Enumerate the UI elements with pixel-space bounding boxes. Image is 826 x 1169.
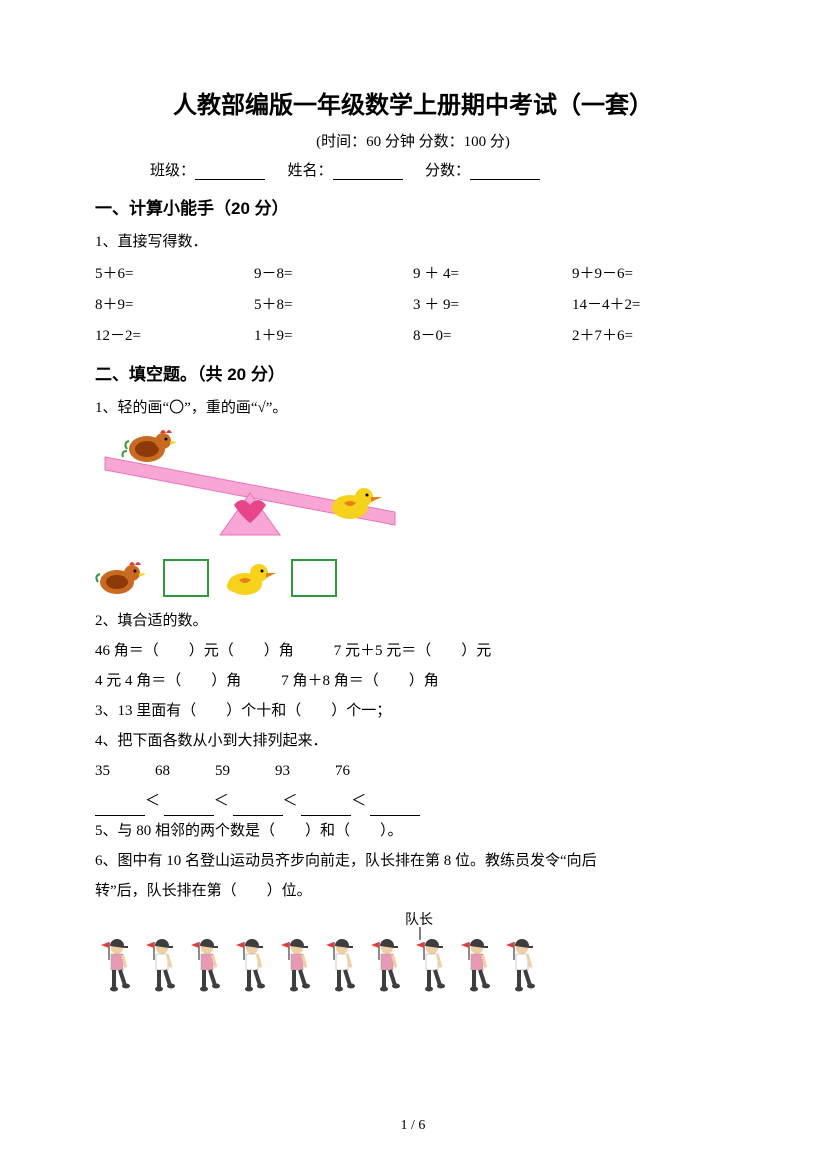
s2-q3: 3、13 里面有（ ）个十和（ ）个一； <box>95 696 731 726</box>
q2b-right: 7 角＋8 角＝（ ）角 <box>281 666 439 696</box>
lt-sign: ＜ <box>283 793 298 809</box>
s2-q2a: 46 角＝（ ）元（ ）角 7 元＋5 元＝（ ）元 <box>95 636 731 666</box>
class-blank[interactable] <box>195 163 265 181</box>
name-label: 姓名： <box>288 163 333 179</box>
hiker-icon <box>146 939 175 992</box>
s2-q5: 5、与 80 相邻的两个数是（ ）和（ ）。 <box>95 816 731 846</box>
calc-cell: 8＋9= <box>95 288 254 319</box>
meta-line: (时间：60 分钟 分数：100 分) <box>95 130 731 151</box>
hiker-icon <box>191 939 220 992</box>
s2-q4-compare: ＜ ＜ ＜ ＜ <box>95 786 731 816</box>
s1-q1-label: 1、直接写得数． <box>95 227 731 257</box>
calc-cell: 9－8= <box>254 257 413 288</box>
calc-cell: 5＋8= <box>254 288 413 319</box>
s2-q4-nums: 35 68 59 93 76 <box>95 756 731 786</box>
calc-cell: 14－4＋2= <box>572 288 731 319</box>
score-label: 分数： <box>425 163 470 179</box>
calc-cell: 1＋9= <box>254 319 413 350</box>
hiker-icon <box>506 939 535 992</box>
seesaw-illustration <box>95 427 415 552</box>
hiker-icon <box>461 939 490 992</box>
page-title: 人教部编版一年级数学上册期中考试（一套） <box>95 85 731 120</box>
section1-head: 一、计算小能手（20 分） <box>95 194 731 219</box>
hiker-icon <box>326 939 355 992</box>
calc-table: 5＋6= 9－8= 9 ＋ 4= 9＋9－6= 8＋9= 5＋8= 3 ＋ 9=… <box>95 257 731 350</box>
section2-head: 二、填空题。（共 20 分） <box>95 360 731 385</box>
table-row: 8＋9= 5＋8= 3 ＋ 9= 14－4＋2= <box>95 288 731 319</box>
page-number: 1 / 6 <box>0 1118 826 1134</box>
calc-cell: 9 ＋ 4= <box>413 257 572 288</box>
score-blank[interactable] <box>470 163 540 181</box>
table-row: 12－2= 1＋9= 8－0= 2＋7＋6= <box>95 319 731 350</box>
calc-cell: 2＋7＋6= <box>572 319 731 350</box>
info-line: 班级： 姓名： 分数： <box>150 159 731 180</box>
table-row: 5＋6= 9－8= 9 ＋ 4= 9＋9－6= <box>95 257 731 288</box>
s2-q6b: 转”后，队长排在第（ ）位。 <box>95 876 731 906</box>
answer-row <box>95 558 731 598</box>
s2-q2-label: 2、填合适的数。 <box>95 606 731 636</box>
answer-box-chicken[interactable] <box>163 559 209 597</box>
hiker-icon <box>371 939 400 992</box>
name-blank[interactable] <box>333 163 403 181</box>
hiker-icon <box>236 939 265 992</box>
cmp-blank[interactable] <box>370 799 420 817</box>
q2b-left: 4 元 4 角＝（ ）角 <box>95 666 241 696</box>
calc-cell: 9＋9－6= <box>572 257 731 288</box>
hikers-illustration: 队长 <box>95 912 565 1007</box>
duck-icon <box>223 558 277 598</box>
captain-label: 队长 <box>405 912 433 928</box>
q2a-right: 7 元＋5 元＝（ ）元 <box>334 636 492 666</box>
s2-q6a: 6、图中有 10 名登山运动员齐步向前走，队长排在第 8 位。教练员发令“向后 <box>95 846 731 876</box>
hiker-icon <box>101 939 130 992</box>
answer-box-duck[interactable] <box>291 559 337 597</box>
cmp-blank[interactable] <box>95 799 145 817</box>
chicken-icon <box>95 558 149 598</box>
s2-q4: 4、把下面各数从小到大排列起来． <box>95 726 731 756</box>
lt-sign: ＜ <box>145 793 160 809</box>
s2-q2b: 4 元 4 角＝（ ）角 7 角＋8 角＝（ ）角 <box>95 666 731 696</box>
q2a-left: 46 角＝（ ）元（ ）角 <box>95 636 294 666</box>
calc-cell: 8－0= <box>413 319 572 350</box>
calc-cell: 5＋6= <box>95 257 254 288</box>
hiker-icon <box>281 939 310 992</box>
cmp-blank[interactable] <box>301 799 351 817</box>
s2-q1: 1、轻的画“〇”，重的画“√”。 <box>95 393 731 423</box>
lt-sign: ＜ <box>351 793 366 809</box>
hiker-icon <box>416 939 445 992</box>
calc-cell: 3 ＋ 9= <box>413 288 572 319</box>
lt-sign: ＜ <box>214 793 229 809</box>
class-label: 班级： <box>150 163 195 179</box>
calc-cell: 12－2= <box>95 319 254 350</box>
cmp-blank[interactable] <box>233 799 283 817</box>
cmp-blank[interactable] <box>164 799 214 817</box>
